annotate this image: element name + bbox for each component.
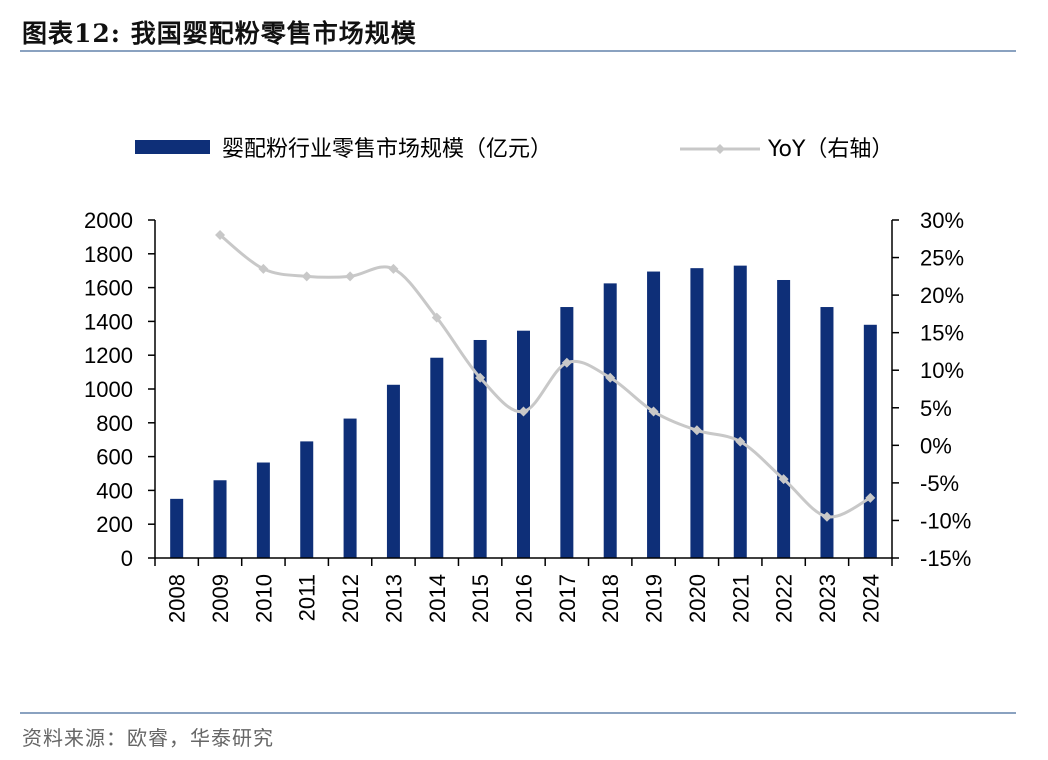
yoy-point-2009 bbox=[215, 230, 226, 241]
x-axis-label-2022: 2022 bbox=[772, 574, 797, 623]
x-axis-label-2011: 2011 bbox=[295, 574, 320, 621]
right-axis: -15% -10% -5% 0% 5% 10% 15% 20% 25% 30% bbox=[892, 208, 971, 571]
yoy-point-2024 bbox=[865, 492, 876, 503]
x-axis-label-2024: 2024 bbox=[858, 574, 883, 623]
yoy-series bbox=[215, 230, 876, 522]
x-axis-label-2012: 2012 bbox=[338, 574, 363, 623]
left-axis-tick-label: 1200 bbox=[84, 343, 133, 368]
x-axis-label-2023: 2023 bbox=[815, 574, 840, 623]
left-axis-tick-label: 600 bbox=[96, 445, 133, 470]
bar-2008 bbox=[170, 498, 184, 558]
right-axis-tick-label: 25% bbox=[920, 246, 964, 271]
yoy-point-2010 bbox=[258, 263, 269, 274]
bar-2022 bbox=[777, 279, 791, 558]
bar-series bbox=[170, 265, 877, 558]
yoy-point-2017 bbox=[561, 357, 572, 368]
x-axis-label-2014: 2014 bbox=[425, 574, 450, 623]
bar-2017 bbox=[560, 307, 574, 558]
left-axis-tick-label: 1000 bbox=[84, 377, 133, 402]
yoy-point-2013 bbox=[388, 263, 399, 274]
source-note: 资料来源：欧睿，华泰研究 bbox=[22, 726, 274, 750]
yoy-point-2023 bbox=[821, 511, 832, 522]
bar-2018 bbox=[603, 283, 617, 558]
left-axis-tick-label: 1400 bbox=[84, 309, 133, 334]
yoy-point-2016 bbox=[518, 406, 529, 417]
bar-2016 bbox=[517, 330, 530, 558]
x-axis-label-2009: 2009 bbox=[208, 574, 233, 623]
bar-2010 bbox=[256, 462, 270, 558]
bar-2021 bbox=[733, 265, 747, 558]
legend-line-label: YoY（右轴） bbox=[767, 137, 893, 162]
x-axis-label-2019: 2019 bbox=[642, 574, 667, 623]
yoy-point-2012 bbox=[345, 271, 356, 282]
x-axis-label-2008: 2008 bbox=[165, 574, 190, 623]
left-axis-tick-label: 800 bbox=[96, 411, 133, 436]
yoy-line bbox=[219, 233, 872, 519]
x-axis-label-2021: 2021 bbox=[728, 574, 753, 623]
x-axis-label-2010: 2010 bbox=[251, 574, 276, 623]
left-axis-tick-label: 1800 bbox=[84, 242, 133, 267]
bar-2024 bbox=[863, 324, 877, 558]
left-axis-tick-label: 200 bbox=[96, 512, 133, 537]
x-axis-label-2015: 2015 bbox=[468, 574, 493, 623]
bar-2013 bbox=[386, 384, 400, 558]
right-axis-tick-label: 0% bbox=[920, 433, 952, 458]
left-axis-tick-label: 1600 bbox=[84, 276, 133, 301]
yoy-point-2019 bbox=[648, 406, 659, 417]
left-axis-tick-label: 2000 bbox=[84, 208, 133, 233]
right-axis-tick-label: -15% bbox=[920, 546, 971, 571]
footer-divider bbox=[20, 712, 1016, 714]
axes bbox=[154, 220, 893, 566]
yoy-point-2015 bbox=[475, 372, 486, 383]
bar-2011 bbox=[300, 441, 314, 558]
yoy-point-2021 bbox=[735, 436, 746, 447]
x-axis-label-2017: 2017 bbox=[555, 574, 580, 623]
x-axis-label-2020: 2020 bbox=[685, 574, 710, 623]
yoy-point-2014 bbox=[431, 312, 442, 323]
right-axis-tick-label: -5% bbox=[920, 471, 959, 496]
left-axis-tick-label: 400 bbox=[96, 478, 133, 503]
right-axis-tick-label: 20% bbox=[920, 283, 964, 308]
x-axis-label-2018: 2018 bbox=[598, 574, 623, 623]
yoy-point-2018 bbox=[605, 372, 616, 383]
right-axis-tick-label: 5% bbox=[920, 396, 952, 421]
yoy-point-2022 bbox=[778, 474, 789, 485]
x-axis-labels: 2008 2009 2010 2011 2012 2013 2014 2015 2016 2017… bbox=[165, 574, 884, 623]
legend-bar-swatch bbox=[135, 140, 210, 154]
bar-2014 bbox=[430, 357, 444, 558]
right-axis-tick-label: 10% bbox=[920, 358, 964, 383]
legend: 婴配粉行业零售市场规模（亿元） YoY（右轴） bbox=[135, 137, 893, 162]
right-axis-tick-label: 15% bbox=[920, 321, 964, 346]
bar-2015 bbox=[473, 339, 487, 558]
left-axis: 0 200 400 600 800 1000 1200 1400 1600 1800 2000 bbox=[84, 208, 155, 571]
legend-bar-label: 婴配粉行业零售市场规模（亿元） bbox=[222, 137, 552, 162]
bar-2023 bbox=[820, 307, 834, 558]
x-axis-label-2013: 2013 bbox=[381, 574, 406, 623]
bar-2020 bbox=[690, 268, 704, 558]
page-title: 图表12: 我国婴配粉零售市场规模 bbox=[22, 19, 417, 48]
title-divider bbox=[20, 50, 1016, 52]
legend-line-marker bbox=[715, 144, 725, 154]
right-axis-tick-label: 30% bbox=[920, 208, 964, 233]
yoy-point-2020 bbox=[691, 425, 702, 436]
bar-2012 bbox=[343, 418, 357, 558]
x-axis-label-2016: 2016 bbox=[512, 574, 537, 623]
left-axis-tick-label: 0 bbox=[121, 546, 133, 571]
right-axis-tick-label: -10% bbox=[920, 508, 971, 533]
yoy-point-2011 bbox=[301, 271, 312, 282]
bar-2009 bbox=[213, 480, 227, 558]
